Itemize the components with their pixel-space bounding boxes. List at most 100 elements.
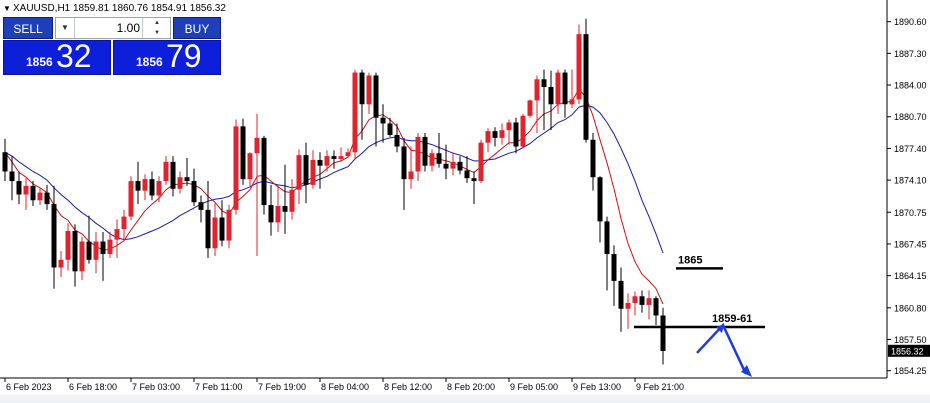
buy-price-button[interactable]: 1856 79 [113,38,221,75]
candle-body [37,192,43,201]
candle-body [149,179,155,196]
candle-body [338,156,344,159]
candle [93,231,99,274]
candle-body [2,152,8,172]
candle-body [296,155,302,190]
candle [492,127,498,147]
candle-body [590,139,596,178]
buy-price-prefix: 1856 [136,55,163,69]
buy-price-pips: 79 [166,38,202,74]
candle-body [541,79,547,87]
candle-body [625,302,631,309]
candle-body [352,72,358,153]
candle-body [415,136,421,172]
candle-body [261,137,267,206]
candle-body [394,134,400,147]
sell-price-prefix: 1856 [26,55,53,69]
candle-body [436,153,442,164]
candle-body [632,296,638,303]
candle-body [569,99,575,105]
candle [387,117,393,137]
candle [625,293,631,329]
y-tick-label: 1864.15 [894,271,927,281]
candle [527,99,533,118]
y-tick-label: 1874.10 [894,176,927,186]
candle [639,290,645,313]
candle-body [205,209,211,249]
candle-body [114,229,120,240]
candle [464,156,470,183]
candle [30,181,36,207]
candle-body [380,117,386,124]
candle [58,251,64,278]
candle-body [408,171,414,180]
candle-body [583,34,589,140]
x-tick-label: 7 Feb 11:00 [195,382,242,392]
candle-body [317,159,323,166]
x-tick-label: 9 Feb 13:00 [573,382,621,392]
candle-body [240,126,246,180]
candle-body [107,239,113,255]
candle [394,123,400,153]
lot-stepper[interactable]: ▲ ▼ [142,18,171,38]
candle-body [548,86,554,105]
candle [86,215,92,264]
candle [443,144,449,180]
current-price-tag [888,344,930,357]
candle-body [184,177,190,182]
x-tick-label: 8 Feb 12:00 [384,382,432,392]
candle [261,135,267,215]
candle [457,156,463,175]
y-tick-label: 1887.30 [894,49,927,59]
y-tick-label: 1857.50 [894,335,927,345]
buy-button[interactable]: BUY [173,17,221,39]
candle-body [485,131,491,143]
sell-button[interactable]: SELL [3,17,53,39]
candle [513,117,519,154]
lot-size-input[interactable]: 1.00 [116,21,140,35]
candle [2,138,8,182]
lot-decrease-icon[interactable]: ▼ [154,30,160,36]
lot-dropdown-icon[interactable]: ▼ [56,18,75,38]
candle-body [331,156,337,159]
candle [156,176,162,203]
candle [471,171,477,205]
candle [506,119,512,145]
candle-body [639,296,645,305]
y-tick-label: 1867.45 [894,239,927,249]
candle-body [422,136,428,166]
candle-body [653,298,659,316]
y-tick-label: 1877.40 [894,144,927,154]
x-tick-label: 8 Feb 20:00 [447,382,495,392]
candle [338,147,344,162]
x-tick-label: 7 Feb 03:00 [132,382,180,392]
candle [499,123,505,145]
candle [450,152,456,176]
candle-body [16,181,22,195]
candle [149,171,155,201]
candle [142,174,148,201]
candle-body [443,163,449,169]
candle [485,128,491,153]
sell-price-button[interactable]: 1856 32 [3,38,111,75]
candle [520,113,526,149]
candle-body [660,315,666,351]
candle [611,245,617,306]
candle-body [387,123,393,135]
candle [184,158,190,186]
candle-body [324,156,330,166]
candle-body [499,130,505,138]
symbol-dropdown-icon[interactable]: ▼ [3,4,11,13]
candle [23,178,29,210]
lot-increase-icon[interactable]: ▲ [154,20,160,26]
candle-body [289,189,295,212]
candle [275,184,281,232]
candles [2,18,666,365]
candle-body [79,241,85,272]
candle [282,164,288,234]
candle [541,69,547,131]
annotations: 1865 1859-61 [634,254,765,378]
candle [324,150,330,172]
candle [555,69,561,114]
